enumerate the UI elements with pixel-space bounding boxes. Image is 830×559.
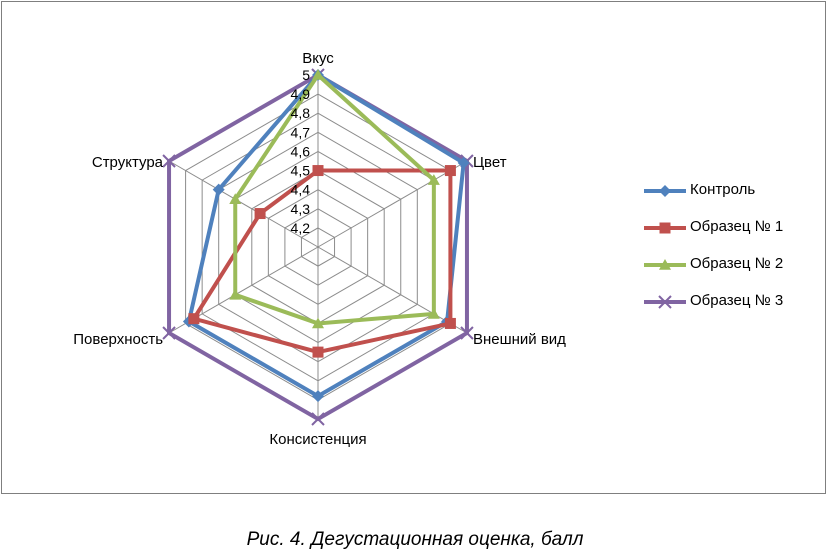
data-point-marker	[457, 156, 470, 169]
data-point-marker	[312, 390, 324, 403]
legend-swatch	[644, 222, 686, 234]
legend-swatch	[644, 259, 686, 270]
data-point-marker	[659, 259, 671, 270]
data-point-marker	[312, 317, 324, 329]
grid-spoke	[317, 246, 468, 334]
series-3	[229, 69, 440, 329]
data-point-marker	[229, 193, 242, 205]
tick-label: 4,7	[291, 124, 311, 140]
tick-label: 4,6	[291, 143, 311, 159]
chart-frame	[1, 1, 826, 494]
data-point-marker	[460, 326, 474, 340]
series-line	[186, 72, 466, 399]
tick-label: 5	[302, 67, 310, 83]
data-point-marker	[658, 295, 672, 309]
data-point-marker	[444, 317, 456, 329]
data-point-marker	[212, 183, 225, 196]
legend-swatch	[644, 295, 686, 309]
series-2	[188, 165, 456, 358]
legend-label: Образец № 3	[690, 292, 784, 309]
tick-label: 4,8	[291, 105, 311, 121]
axis-labels: Вкус Цвет Внешний вид Консистенция Поверхнос…	[73, 50, 566, 448]
data-point-marker	[427, 307, 440, 319]
tick-label: 4,9	[291, 86, 311, 102]
axis-label: Поверхность	[73, 331, 163, 348]
data-point-marker	[229, 288, 242, 300]
data-point-marker	[444, 165, 456, 177]
data-point-marker	[311, 412, 325, 426]
radar-grid	[168, 74, 468, 420]
data-point-marker	[162, 154, 176, 168]
axis-label: Внешний вид	[473, 331, 566, 348]
grid-spoke	[168, 160, 319, 248]
legend-swatch	[644, 185, 686, 197]
tick-label: 4,5	[291, 163, 311, 179]
data-point-marker	[162, 326, 176, 340]
grid-spoke	[317, 160, 468, 248]
axis-label: Вкус	[302, 50, 334, 67]
axis-label: Консистенция	[269, 431, 366, 448]
axis-label: Структура	[92, 154, 164, 171]
data-point-marker	[659, 185, 671, 197]
legend-label: Образец № 1	[690, 218, 784, 235]
tick-label: 4,4	[291, 182, 311, 198]
tick-label: 4,3	[291, 201, 311, 217]
legend-label: Контроль	[690, 181, 756, 198]
data-point-marker	[312, 346, 324, 358]
data-point-marker	[254, 208, 266, 220]
data-point-marker	[312, 165, 324, 177]
radar-chart: 5 4,9 4,8 4,7 4,6 4,5 4,4 4,3 4,2 Вкус Цвет Внешни…	[73, 50, 566, 448]
data-point-marker	[427, 174, 440, 185]
axis-label: Цвет	[473, 154, 507, 171]
legend-label: Образец № 2	[690, 255, 784, 272]
tick-label: 4,2	[291, 220, 311, 236]
figure-caption: Рис. 4. Дегустационная оценка, балл	[246, 529, 584, 550]
radar-series	[162, 68, 474, 426]
data-point-marker	[659, 222, 671, 234]
radial-tick-labels: 5 4,9 4,8 4,7 4,6 4,5 4,4 4,3 4,2	[291, 67, 311, 236]
data-point-marker	[188, 313, 200, 325]
data-point-marker	[312, 69, 324, 80]
